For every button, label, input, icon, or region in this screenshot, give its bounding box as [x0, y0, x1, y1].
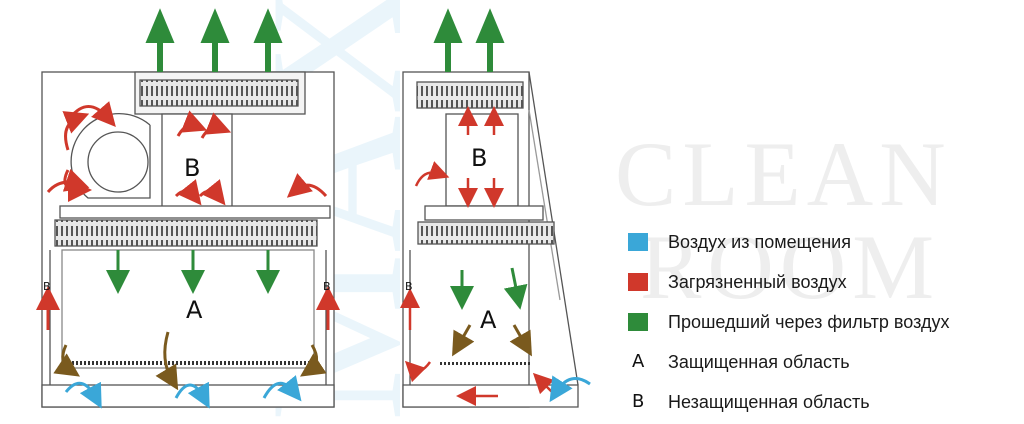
side-exhaust-filter [416, 81, 524, 109]
front-work-zone [61, 249, 315, 369]
legend-item-zone-b: B Незащищенная область [628, 390, 1008, 414]
side-filtered-exhaust-arrows [433, 8, 505, 72]
legend-label: Незащищенная область [668, 392, 870, 412]
front-exhaust-filter [139, 79, 299, 107]
front-plenum-plate [59, 205, 331, 219]
side-mixed-arrows [452, 324, 532, 357]
front-mixed-arrows [53, 331, 327, 391]
side-downflow-arrows [450, 267, 528, 310]
front-filtered-exhaust-arrows [145, 8, 283, 72]
side-room-air-arrows [549, 375, 591, 403]
front-zone-a-label: A [186, 296, 203, 324]
front-contaminated-arrows [36, 101, 340, 330]
front-side-b-left: B [43, 280, 51, 293]
side-work-grille [440, 362, 530, 367]
side-zone-b-label: B [471, 144, 487, 172]
watermark-clean: Clean [615, 123, 952, 225]
legend-label: Воздух из помещения [668, 232, 851, 252]
side-view [402, 71, 579, 408]
legend-label: Загрязненный воздух [668, 272, 847, 292]
legend-letter-a: A [632, 351, 645, 372]
front-work-grille [64, 360, 312, 366]
front-downflow-arrows [106, 250, 280, 294]
front-room-air-arrows [64, 375, 302, 409]
legend-item-contaminated-air: Загрязненный воздух [628, 270, 1008, 294]
blower-fan [87, 131, 149, 193]
front-zone-b-label: B [184, 154, 200, 182]
filtered-air-swatch [628, 313, 648, 331]
front-side-b-right: B [323, 280, 331, 293]
legend-item-room-air: Воздух из помещения [628, 230, 1008, 254]
front-hepa-filter [54, 219, 318, 247]
side-plenum-plate [424, 205, 544, 221]
room-air-swatch [628, 233, 648, 251]
cabinet-airflow-diagram: B A B B B A B [36, 8, 591, 409]
contaminated-air-swatch [628, 273, 648, 291]
side-side-b-label: B [405, 280, 413, 293]
legend-item-zone-a: A Защищенная область [628, 350, 1008, 374]
front-view [41, 71, 335, 408]
legend-label: Прошедший через фильтр воздух [668, 312, 950, 332]
legend-letter-b: B [632, 391, 645, 412]
side-hepa-filter [417, 221, 555, 245]
legend-label: Защищенная область [668, 352, 850, 372]
side-zone-a-label: A [480, 306, 497, 334]
legend-item-filtered-air: Прошедший через фильтр воздух [628, 310, 1008, 334]
